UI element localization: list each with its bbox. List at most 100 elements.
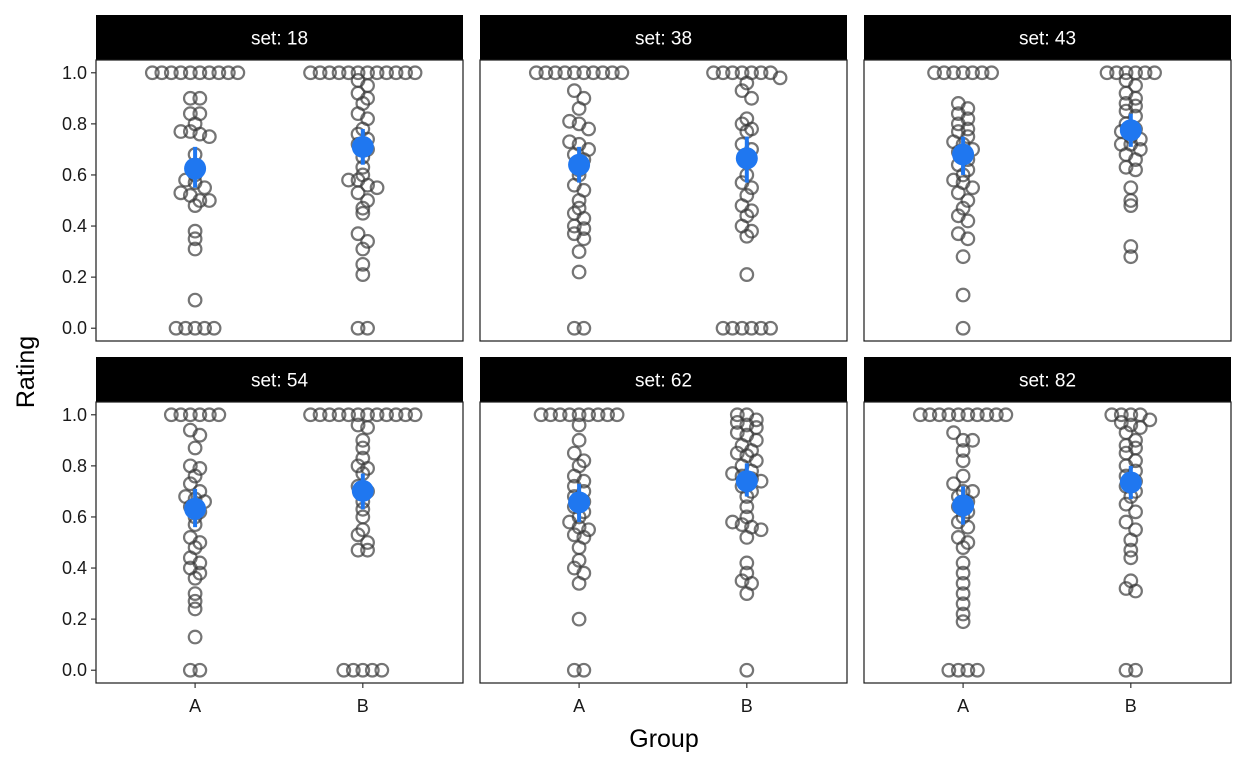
data-point bbox=[341, 172, 356, 188]
data-point bbox=[230, 65, 246, 81]
data-point bbox=[407, 407, 423, 423]
data-point bbox=[543, 407, 558, 423]
data-point bbox=[201, 407, 217, 423]
data-point bbox=[369, 407, 385, 423]
data-point bbox=[739, 509, 755, 525]
data-point bbox=[576, 221, 592, 237]
data-point bbox=[192, 555, 208, 571]
data-point bbox=[715, 320, 731, 336]
mean-point bbox=[184, 157, 207, 180]
data-point bbox=[744, 65, 759, 81]
data-point bbox=[144, 65, 160, 81]
data-point bbox=[331, 407, 347, 423]
data-point bbox=[350, 407, 366, 423]
y-tick-label: 0.4 bbox=[62, 216, 87, 236]
data-point bbox=[571, 264, 587, 280]
data-point bbox=[960, 213, 976, 229]
data-point bbox=[1123, 249, 1139, 265]
data-point bbox=[1128, 440, 1143, 456]
facet-strip-label: set: 62 bbox=[635, 371, 692, 392]
data-point bbox=[562, 113, 577, 129]
data-point bbox=[955, 65, 971, 81]
data-point bbox=[960, 193, 976, 208]
data-point bbox=[1128, 65, 1143, 81]
data-point bbox=[192, 565, 208, 581]
facet-strip bbox=[480, 357, 847, 402]
facet-panel-82: set: 82 A B bbox=[863, 357, 1232, 716]
data-point bbox=[355, 256, 371, 272]
data-point bbox=[960, 535, 976, 550]
data-point bbox=[173, 185, 189, 201]
mean-point bbox=[568, 153, 591, 176]
mean-point bbox=[184, 497, 207, 520]
data-point bbox=[772, 70, 788, 86]
data-point bbox=[576, 65, 592, 81]
data-point bbox=[360, 542, 375, 558]
data-point bbox=[931, 407, 947, 423]
data-point bbox=[192, 662, 208, 678]
data-point bbox=[950, 407, 966, 423]
facet-panel-54: set: 54 0.0 0.2 0.4 0.6 0.8 1.0 A B bbox=[62, 357, 464, 716]
facet-strip bbox=[96, 15, 463, 60]
data-point bbox=[1123, 407, 1139, 423]
data-point bbox=[1128, 98, 1143, 114]
data-point bbox=[360, 535, 375, 550]
data-point bbox=[566, 527, 582, 543]
data-point bbox=[192, 90, 208, 106]
data-point bbox=[571, 244, 587, 259]
data-point bbox=[725, 514, 740, 530]
data-point bbox=[946, 476, 961, 492]
data-point bbox=[581, 121, 596, 137]
data-point bbox=[744, 203, 759, 219]
data-point bbox=[739, 662, 755, 678]
panel-frame bbox=[95, 59, 464, 342]
data-point bbox=[360, 111, 375, 127]
data-point bbox=[178, 489, 193, 504]
data-point bbox=[528, 65, 544, 81]
data-point bbox=[345, 662, 361, 678]
data-point bbox=[355, 267, 371, 282]
data-point bbox=[1128, 662, 1143, 678]
y-tick-label: 0.6 bbox=[62, 507, 87, 527]
data-point bbox=[955, 320, 971, 336]
data-point bbox=[763, 320, 778, 336]
data-point bbox=[369, 65, 385, 81]
data-point bbox=[1123, 198, 1139, 214]
data-point bbox=[182, 662, 198, 678]
data-point bbox=[1132, 142, 1148, 157]
data-point bbox=[571, 417, 587, 433]
data-point bbox=[734, 83, 750, 99]
data-point bbox=[398, 407, 413, 423]
data-point bbox=[960, 121, 976, 137]
mean-point bbox=[1119, 471, 1142, 494]
data-point bbox=[355, 205, 371, 221]
data-point bbox=[1118, 581, 1134, 596]
data-point bbox=[739, 499, 755, 515]
data-point bbox=[955, 287, 971, 303]
y-tick-label: 1.0 bbox=[62, 405, 87, 425]
data-point bbox=[965, 484, 980, 499]
data-point bbox=[182, 106, 198, 122]
data-point bbox=[173, 407, 189, 423]
data-point bbox=[336, 662, 352, 678]
data-point bbox=[1118, 65, 1134, 81]
facet-panel-43: set: 43 bbox=[863, 15, 1232, 342]
data-point bbox=[581, 407, 596, 423]
data-point bbox=[725, 320, 740, 336]
data-point bbox=[1128, 522, 1143, 538]
data-point bbox=[178, 320, 193, 336]
data-point bbox=[1123, 417, 1139, 433]
data-point bbox=[350, 458, 366, 474]
y-tick-label: 0.8 bbox=[62, 456, 87, 476]
data-point bbox=[173, 124, 189, 139]
x-tick-label: B bbox=[1125, 696, 1137, 716]
data-point bbox=[955, 565, 971, 581]
data-point bbox=[739, 187, 755, 203]
panel-frame bbox=[95, 401, 464, 684]
data-point bbox=[350, 226, 366, 242]
data-point bbox=[753, 522, 769, 538]
mean-point bbox=[568, 491, 591, 514]
data-point bbox=[1128, 432, 1143, 448]
data-point bbox=[960, 231, 976, 247]
